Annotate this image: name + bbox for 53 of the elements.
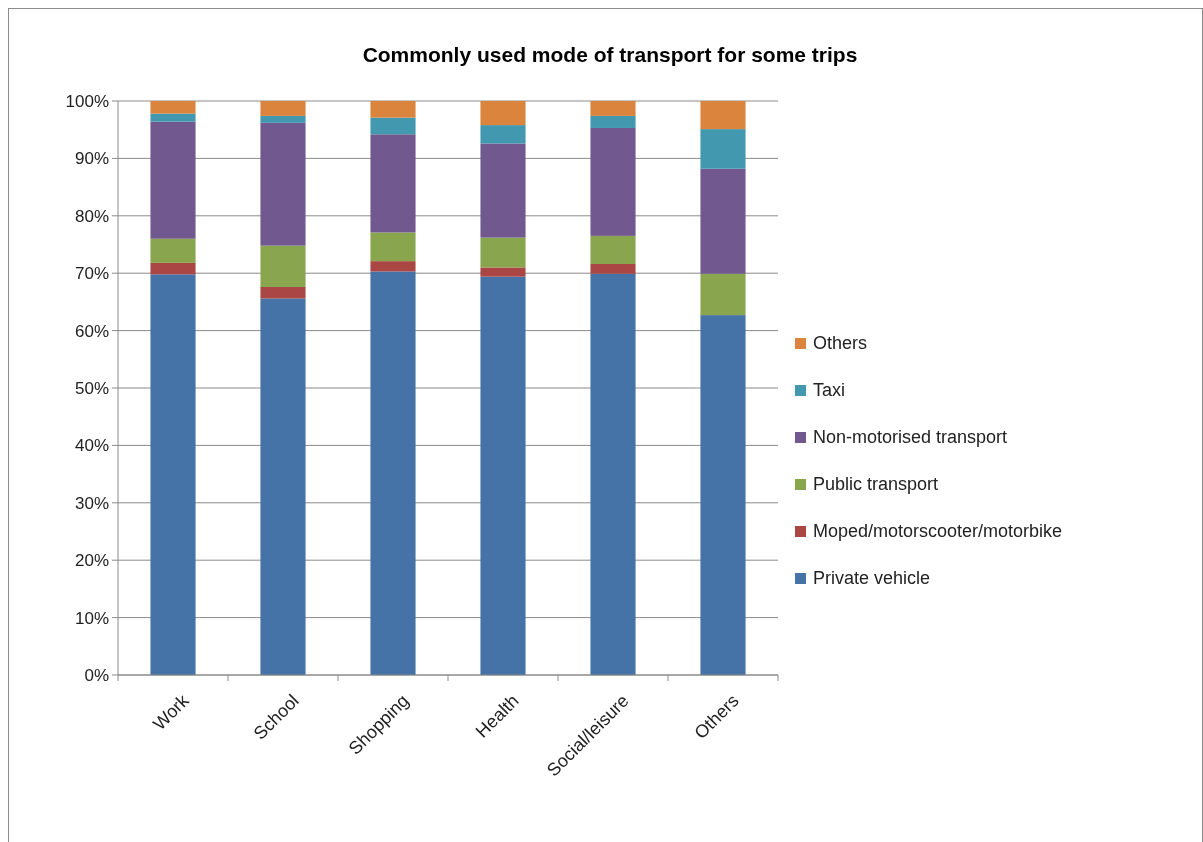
legend-label: Taxi	[813, 380, 846, 401]
bar	[480, 237, 526, 268]
bar	[700, 168, 746, 274]
bar	[480, 143, 526, 238]
legend-label: Others	[813, 333, 868, 354]
y-tick-label: 10%	[74, 608, 109, 628]
bar	[370, 101, 416, 118]
bar	[480, 276, 526, 675]
bar	[480, 267, 526, 277]
legend-label: Non-motorised transport	[813, 427, 1008, 448]
bar	[480, 125, 526, 144]
y-tick-label: 40%	[74, 436, 109, 456]
bar	[370, 117, 416, 135]
bar	[150, 101, 196, 114]
y-tick-label: 60%	[74, 321, 109, 341]
y-tick-label: 100%	[65, 91, 109, 111]
y-tick-label: 30%	[74, 493, 109, 513]
legend-label: Private vehicle	[813, 568, 931, 589]
chart-title: Commonly used mode of transport for some trips	[362, 43, 858, 66]
bar	[590, 273, 636, 675]
bar	[370, 134, 416, 233]
bar	[700, 129, 746, 169]
bar	[260, 122, 306, 246]
legend-label: Public transport	[813, 474, 939, 495]
y-tick-label: 20%	[74, 551, 109, 571]
bar	[590, 101, 636, 116]
bar	[150, 121, 196, 239]
bar	[150, 274, 196, 675]
bar	[370, 271, 416, 675]
y-tick-label: 0%	[84, 665, 109, 685]
bar	[150, 262, 196, 275]
y-tick-label: 90%	[74, 149, 109, 169]
bar	[260, 298, 306, 675]
bar	[370, 232, 416, 262]
bar	[370, 261, 416, 272]
bar	[590, 264, 636, 274]
bar	[700, 101, 746, 130]
bar	[150, 238, 196, 263]
y-tick-label: 80%	[74, 206, 109, 226]
bar	[150, 113, 196, 122]
bar	[480, 101, 526, 126]
bar	[590, 115, 636, 128]
bar	[260, 101, 306, 116]
legend-label: Moped/motorscooter/motorbike	[813, 521, 1063, 542]
bar	[700, 273, 746, 316]
bar	[260, 245, 306, 287]
bar	[590, 127, 636, 236]
bar	[260, 115, 306, 123]
bar	[590, 235, 636, 265]
y-tick-label: 50%	[74, 378, 109, 398]
y-tick-label: 70%	[74, 264, 109, 284]
bar	[700, 315, 746, 675]
bar	[260, 286, 306, 299]
